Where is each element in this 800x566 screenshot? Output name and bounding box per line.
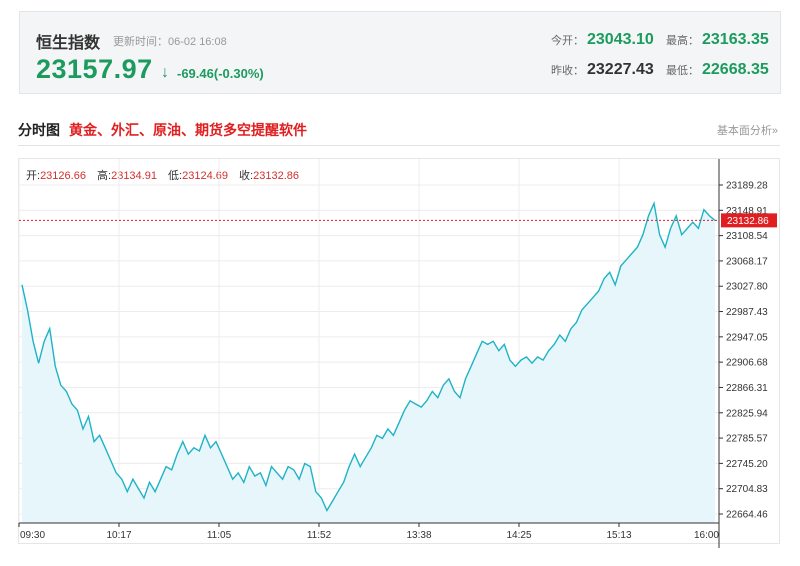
current-price: 23157.97: [36, 54, 153, 84]
y-tick-label: 22785.57: [726, 434, 768, 445]
stat-open-value: 23043.10: [587, 31, 654, 48]
y-tick-label: 22664.46: [726, 510, 768, 521]
y-tick-label: 23148.91: [726, 206, 768, 217]
y-tick-label: 23189.28: [726, 181, 768, 192]
y-tick-label: 23027.80: [726, 282, 768, 293]
price-area-fill: [22, 203, 715, 523]
section-divider: [18, 145, 780, 146]
y-tick-label: 23108.54: [726, 231, 768, 242]
ohlc-high-value: 23134.91: [111, 170, 157, 182]
fundamental-analysis-link[interactable]: 基本面分析»: [716, 125, 778, 137]
stat-high-value: 23163.35: [702, 31, 769, 48]
y-tick-label: 22906.68: [726, 358, 768, 369]
ohlc-high-label: 高:: [97, 170, 112, 182]
ohlc-low-label: 低:: [168, 170, 183, 182]
y-tick-label: 22947.05: [726, 332, 768, 343]
x-tick-label: 11:52: [307, 530, 332, 541]
y-tick-label: 23068.17: [726, 256, 768, 267]
stat-low: 最低： 22668.35: [666, 61, 769, 79]
x-tick-label: 10:17: [106, 530, 131, 541]
stat-prev-close-value: 23227.43: [587, 61, 654, 78]
last-value-tag-bg: [721, 213, 777, 228]
ohlc-readout: 开:23126.66 高:23134.91 低:23124.69 收:23132…: [26, 167, 307, 183]
stat-prev-close-label: 昨收：: [551, 65, 584, 77]
y-tick-label: 22745.20: [726, 459, 768, 470]
promo-link[interactable]: 黄金、外汇、原油、期货多空提醒软件: [69, 122, 307, 138]
price-line: [21, 201, 716, 513]
last-value-tag-label: 23132.86: [727, 216, 769, 227]
stat-open: 今开： 23043.10: [551, 31, 654, 49]
price-change: -69.46(-0.30%): [177, 66, 264, 81]
stat-high-label: 最高：: [666, 35, 699, 47]
x-tick-label: 11:05: [207, 530, 232, 541]
x-tick-label: 13:38: [406, 530, 431, 541]
ohlc-open-value: 23126.66: [40, 170, 86, 182]
y-tick-label: 22825.94: [726, 408, 768, 419]
stat-open-label: 今开：: [551, 35, 584, 47]
y-tick-label: 22704.83: [726, 484, 768, 495]
y-tick-label: 22866.31: [726, 383, 768, 394]
stat-low-label: 最低：: [666, 65, 699, 77]
stat-high: 最高： 23163.35: [666, 31, 769, 49]
ohlc-low-value: 23124.69: [182, 170, 228, 182]
y-tick-label: 22987.43: [726, 307, 768, 318]
ohlc-close-value: 23132.86: [253, 170, 299, 182]
x-axis-ticks: 09:30 10:17 11:05 11:52 13:38 14:25 15:13 16:00: [18, 523, 720, 541]
x-tick-label: 15:13: [606, 530, 631, 541]
ohlc-close-label: 收:: [239, 170, 254, 182]
x-tick-label: 09:30: [20, 530, 45, 541]
stat-prev-close: 昨收： 23227.43: [551, 61, 654, 79]
x-tick-label: 14:25: [506, 530, 531, 541]
y-axis-ticks: 23189.28 23148.91 23108.54 23068.17 23027.80…: [719, 181, 768, 521]
x-tick-label: 16:00: [694, 530, 719, 541]
quote-panel: 恒生指数 更新时间：06-02 16:08 23157.97 ↓ -69.46(…: [19, 11, 781, 94]
index-name: 恒生指数: [36, 35, 101, 52]
section-title: 分时图: [18, 122, 60, 138]
update-time: 更新时间：06-02 16:08: [113, 36, 227, 48]
down-arrow-icon: ↓: [161, 64, 169, 81]
stat-low-value: 22668.35: [702, 61, 769, 78]
last-value-tag: 23132.86: [721, 213, 777, 228]
ohlc-open-label: 开:: [26, 170, 41, 182]
